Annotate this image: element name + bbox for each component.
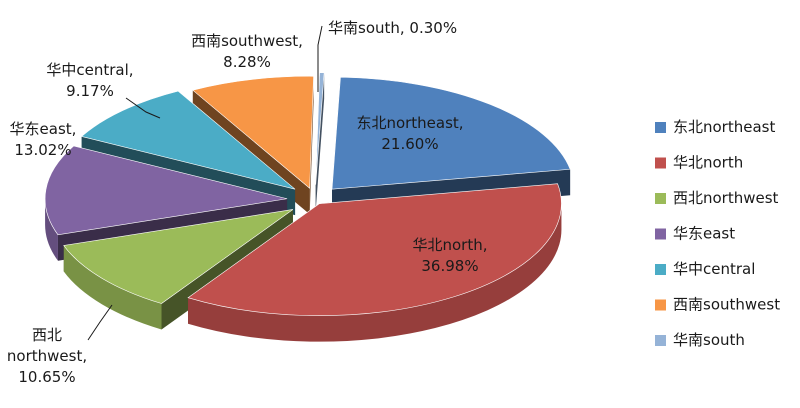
legend-swatch-2	[655, 157, 666, 169]
legend-entry-3: 西北northwest	[673, 189, 779, 207]
slice-1	[331, 76, 571, 190]
leader-line-7	[317, 25, 323, 92]
legend-swatch-5	[655, 264, 666, 275]
slice-5	[80, 90, 296, 190]
legend-entry-6: 西南southwest	[673, 296, 780, 314]
slice-top-group	[44, 72, 571, 316]
leader-line-3	[87, 304, 113, 341]
legend: 东北northeast 华北north 西北northwest 华东east 华中cen…	[655, 118, 780, 349]
slice-label-group: 东北northeast, 21.60% 华北north, 36.98% 西北 northw…	[7, 19, 488, 386]
slice-label-5: 华中central, 9.17%	[46, 61, 133, 100]
slice-label-6: 西南southwest, 8.28%	[191, 32, 303, 71]
slice-2	[187, 183, 562, 316]
legend-entry-4: 华东east	[673, 225, 735, 243]
slice-6	[192, 75, 314, 189]
slice-label-4: 华东east, 13.02%	[10, 120, 77, 159]
slice-label-3: 西北 northwest, 10.65%	[7, 326, 87, 386]
slice-4	[44, 145, 288, 236]
slice-label-1: 东北northeast, 21.60%	[356, 114, 463, 153]
slice-3	[63, 209, 294, 304]
legend-swatch-7	[655, 335, 666, 346]
leader-line-5	[125, 97, 161, 119]
slice-label-2: 华北north, 36.98%	[412, 236, 487, 275]
legend-swatch-1	[655, 122, 666, 133]
slice-label-7: 华南south, 0.30%	[328, 19, 457, 37]
legend-entry-2: 华北north	[673, 154, 743, 172]
slice-7	[315, 72, 325, 185]
leader-line-group	[87, 25, 323, 341]
legend-swatch-4	[655, 228, 666, 240]
legend-entry-7: 华南south	[673, 331, 745, 349]
legend-entry-1: 东北northeast	[673, 118, 775, 136]
legend-entry-5: 华中central	[673, 260, 755, 278]
legend-swatch-6	[655, 299, 666, 311]
legend-swatch-3	[655, 193, 666, 204]
